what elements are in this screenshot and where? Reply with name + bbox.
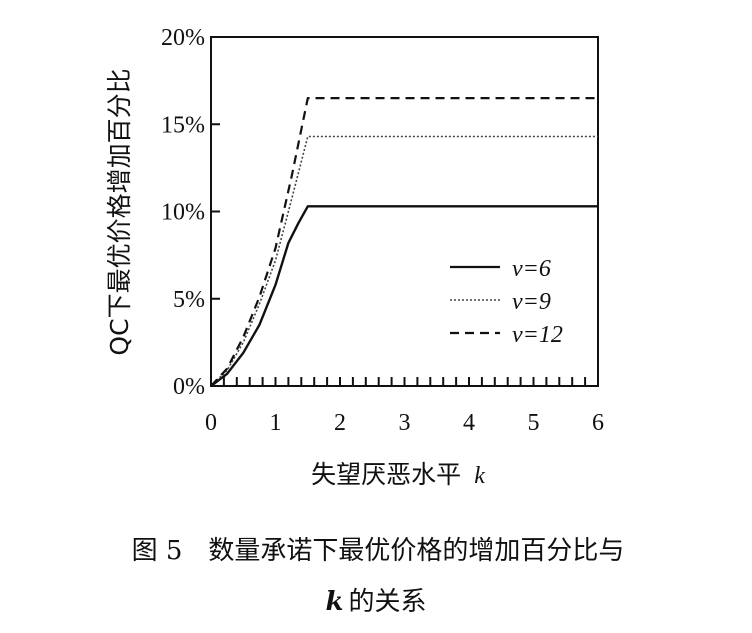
legend-label-v12: v=12 (512, 322, 563, 348)
x-tick-label: 3 (399, 410, 411, 436)
x-tick-label: 2 (334, 410, 346, 436)
x-tick-label: 0 (205, 410, 217, 436)
y-tick-label: 20% (161, 25, 205, 51)
y-axis-title: QC下最优价格增加百分比 (105, 68, 134, 355)
series-line-v9 (210, 135, 598, 387)
x-axis: 0 1 2 3 4 5 6 (205, 377, 604, 436)
y-tick-label: 5% (173, 287, 205, 313)
series-line-v6 (210, 205, 598, 387)
x-axis-title-var: k (474, 463, 485, 489)
y-tick-label: 10% (161, 200, 205, 226)
y-tick-label: 15% (161, 112, 205, 138)
x-tick-label: 4 (463, 410, 475, 436)
series-line-v12 (210, 96, 598, 387)
figure-caption-line1: 图 5 数量承诺下最优价格的增加百分比与 (132, 536, 625, 566)
caption-line2-text: 的关系 (349, 587, 427, 617)
legend: v=6 v=9 v=12 (450, 256, 563, 348)
x-tick-label: 5 (528, 410, 540, 436)
figure-caption-line2: k 的关系 (325, 587, 426, 617)
caption-var: k (325, 587, 343, 617)
legend-label-v6: v=6 (512, 256, 551, 282)
y-axis: 0% 5% 10% 15% 20% (161, 25, 220, 400)
y-tick-label: 0% (173, 374, 205, 400)
series-layer (210, 96, 598, 387)
x-axis-title-text: 失望厌恶水平 (311, 460, 461, 489)
legend-label-v9: v=9 (512, 289, 551, 315)
x-tick-label: 1 (270, 410, 282, 436)
x-axis-title: 失望厌恶水平 k (311, 460, 485, 489)
x-tick-label: 6 (592, 410, 604, 436)
